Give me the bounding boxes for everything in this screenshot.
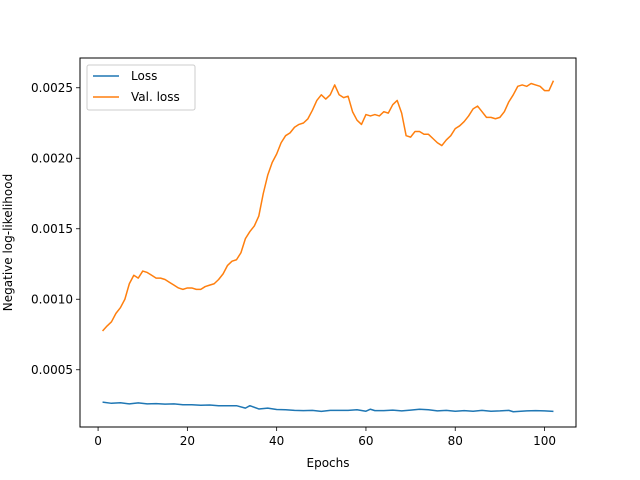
x-tick-label: 80 [448, 434, 463, 448]
series-line-loss [102, 401, 554, 413]
legend-label-loss: Loss [131, 69, 157, 83]
y-tick-label: 0.0015 [31, 222, 73, 236]
plot-frame [79, 57, 577, 428]
x-tick-label: 0 [94, 434, 102, 448]
x-tick-label: 40 [269, 434, 284, 448]
y-axis-label: Negative log-likelihood [1, 174, 15, 311]
series-layer [101, 80, 555, 413]
legend-label-val-loss: Val. loss [131, 90, 180, 104]
x-axis-ticks: 0 20 40 60 80 100 [94, 427, 556, 448]
y-tick-label: 0.0025 [31, 81, 73, 95]
x-axis-label: Epochs [307, 456, 350, 470]
x-tick-label: 20 [180, 434, 195, 448]
y-tick-label: 0.0020 [31, 151, 73, 165]
y-tick-label: 0.0010 [31, 292, 73, 306]
series-line-val-loss [101, 80, 555, 332]
x-tick-label: 100 [533, 434, 556, 448]
legend: Loss Val. loss [86, 64, 196, 111]
y-tick-label: 0.0005 [31, 363, 73, 377]
x-tick-label: 60 [358, 434, 373, 448]
y-axis-ticks: 0.0005 0.0010 0.0015 0.0020 0.0025 [31, 81, 80, 377]
